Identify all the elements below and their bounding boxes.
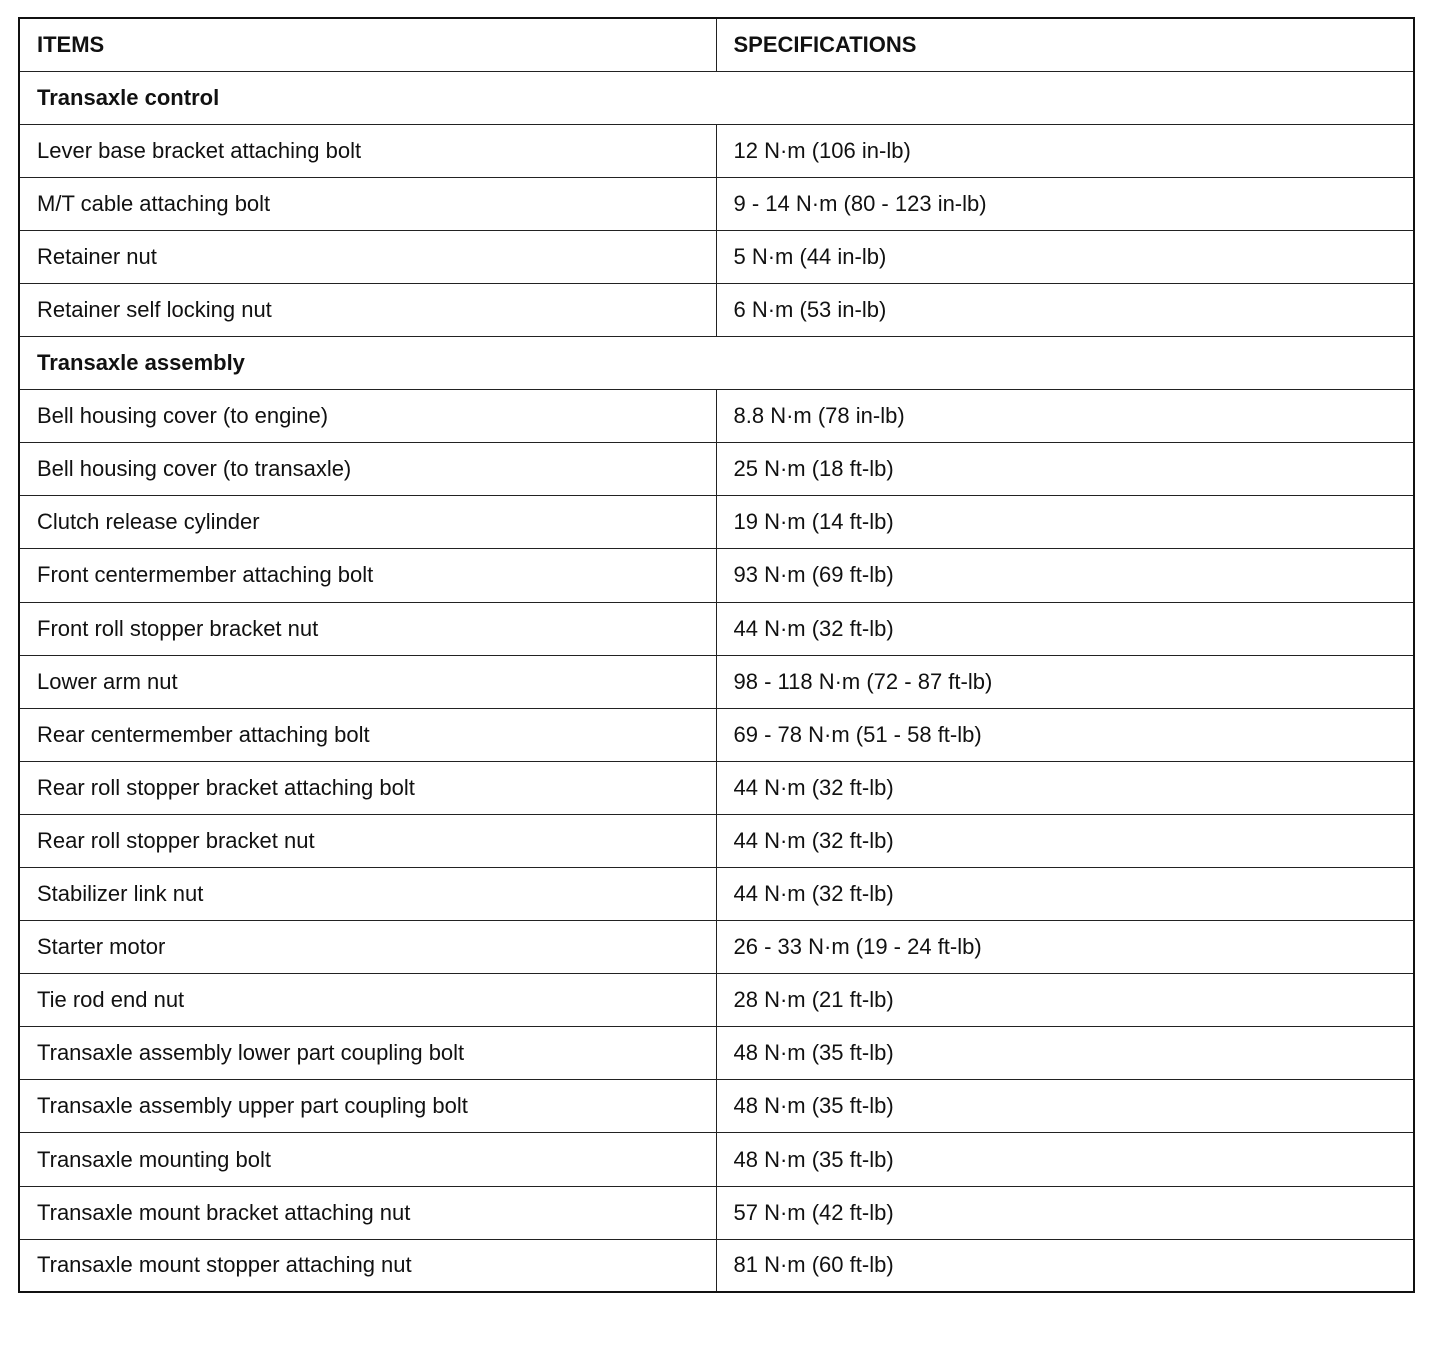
specification-cell: 6 N·m (53 in-lb) [715, 282, 1415, 338]
table-header-row: ITEMS SPECIFICATIONS [18, 17, 1415, 72]
specification-cell: 25 N·m (18 ft-lb) [715, 442, 1415, 497]
specification-cell: 12 N·m (106 in-lb) [715, 123, 1415, 178]
section-row: Transaxle assembly [18, 336, 1415, 391]
item-cell: Retainer nut [18, 229, 717, 284]
item-cell: Starter motor [18, 920, 717, 975]
table-row: Tie rod end nut 28 N·m (21 ft-lb) [18, 973, 1415, 1028]
specification-cell: 48 N·m (35 ft-lb) [715, 1026, 1415, 1081]
table-body: ITEMS SPECIFICATIONS Transaxle control Le… [18, 17, 1415, 1293]
specification-cell: 44 N·m (32 ft-lb) [715, 601, 1415, 656]
item-cell: Transaxle assembly upper part coupling b… [18, 1079, 717, 1134]
specification-cell: 44 N·m (32 ft-lb) [715, 760, 1415, 815]
table-row: Retainer nut 5 N·m (44 in-lb) [18, 229, 1415, 284]
table-row: Transaxle assembly upper part coupling b… [18, 1079, 1415, 1134]
table-row: Clutch release cylinder 19 N·m (14 ft-lb) [18, 495, 1415, 550]
specification-cell: 44 N·m (32 ft-lb) [715, 813, 1415, 869]
item-cell: Bell housing cover (to transaxle) [18, 442, 717, 497]
item-cell: Bell housing cover (to engine) [18, 389, 717, 444]
table-row: Transaxle mounting bolt 48 N·m (35 ft-lb) [18, 1132, 1415, 1187]
table-row: M/T cable attaching bolt 9 - 14 N·m (80 -… [18, 176, 1415, 231]
specification-cell: 48 N·m (35 ft-lb) [715, 1079, 1415, 1134]
header-items: ITEMS [18, 17, 717, 72]
table-row: Bell housing cover (to transaxle) 25 N·m … [18, 442, 1415, 497]
specification-cell: 8.8 N·m (78 in-lb) [715, 389, 1415, 444]
specification-cell: 81 N·m (60 ft-lb) [715, 1238, 1415, 1293]
specification-cell: 48 N·m (35 ft-lb) [715, 1132, 1415, 1187]
section-title: Transaxle control [18, 70, 1415, 125]
item-cell: Transaxle assembly lower part coupling b… [18, 1026, 717, 1081]
item-cell: Lever base bracket attaching bolt [18, 123, 717, 178]
table-row: Rear centermember attaching bolt 69 - 78 … [18, 707, 1415, 762]
torque-spec-table: ITEMS SPECIFICATIONS Transaxle control Le… [18, 17, 1415, 1294]
table-row: Stabilizer link nut 44 N·m (32 ft-lb) [18, 866, 1415, 922]
specification-cell: 28 N·m (21 ft-lb) [715, 973, 1415, 1028]
table-row: Bell housing cover (to engine) 8.8 N·m (7… [18, 389, 1415, 444]
specification-cell: 26 - 33 N·m (19 - 24 ft-lb) [715, 920, 1415, 975]
section-title: Transaxle assembly [18, 336, 1415, 391]
specification-cell: 93 N·m (69 ft-lb) [715, 548, 1415, 603]
table-row: Front centermember attaching bolt 93 N·m … [18, 548, 1415, 603]
item-cell: Lower arm nut [18, 654, 717, 709]
table-row: Starter motor 26 - 33 N·m (19 - 24 ft-lb) [18, 920, 1415, 975]
item-cell: Stabilizer link nut [18, 866, 717, 922]
table-row: Lever base bracket attaching bolt 12 N·m … [18, 123, 1415, 178]
item-cell: Transaxle mount stopper attaching nut [18, 1238, 717, 1293]
item-cell: Rear roll stopper bracket attaching bolt [18, 760, 717, 815]
table-row: Front roll stopper bracket nut 44 N·m (32… [18, 601, 1415, 656]
header-specifications: SPECIFICATIONS [715, 17, 1415, 72]
item-cell: Transaxle mounting bolt [18, 1132, 717, 1187]
item-cell: M/T cable attaching bolt [18, 176, 717, 231]
section-row: Transaxle control [18, 70, 1415, 125]
specification-cell: 9 - 14 N·m (80 - 123 in-lb) [715, 176, 1415, 231]
specification-cell: 44 N·m (32 ft-lb) [715, 866, 1415, 922]
specification-cell: 98 - 118 N·m (72 - 87 ft-lb) [715, 654, 1415, 709]
item-cell: Rear roll stopper bracket nut [18, 813, 717, 869]
item-cell: Front roll stopper bracket nut [18, 601, 717, 656]
table-row: Lower arm nut 98 - 118 N·m (72 - 87 ft-lb… [18, 654, 1415, 709]
specification-cell: 5 N·m (44 in-lb) [715, 229, 1415, 284]
item-cell: Tie rod end nut [18, 973, 717, 1028]
table-row: Transaxle mount stopper attaching nut 81 … [18, 1238, 1415, 1293]
item-cell: Transaxle mount bracket attaching nut [18, 1185, 717, 1240]
table-row: Rear roll stopper bracket nut 44 N·m (32 … [18, 813, 1415, 869]
item-cell: Clutch release cylinder [18, 495, 717, 550]
item-cell: Rear centermember attaching bolt [18, 707, 717, 762]
table-row: Rear roll stopper bracket attaching bolt… [18, 760, 1415, 815]
specification-cell: 69 - 78 N·m (51 - 58 ft-lb) [715, 707, 1415, 762]
table-row: Transaxle mount bracket attaching nut 57 … [18, 1185, 1415, 1240]
table-row: Retainer self locking nut 6 N·m (53 in-lb… [18, 282, 1415, 338]
item-cell: Retainer self locking nut [18, 282, 717, 338]
specification-cell: 19 N·m (14 ft-lb) [715, 495, 1415, 550]
item-cell: Front centermember attaching bolt [18, 548, 717, 603]
table-row: Transaxle assembly lower part coupling b… [18, 1026, 1415, 1081]
specification-cell: 57 N·m (42 ft-lb) [715, 1185, 1415, 1240]
